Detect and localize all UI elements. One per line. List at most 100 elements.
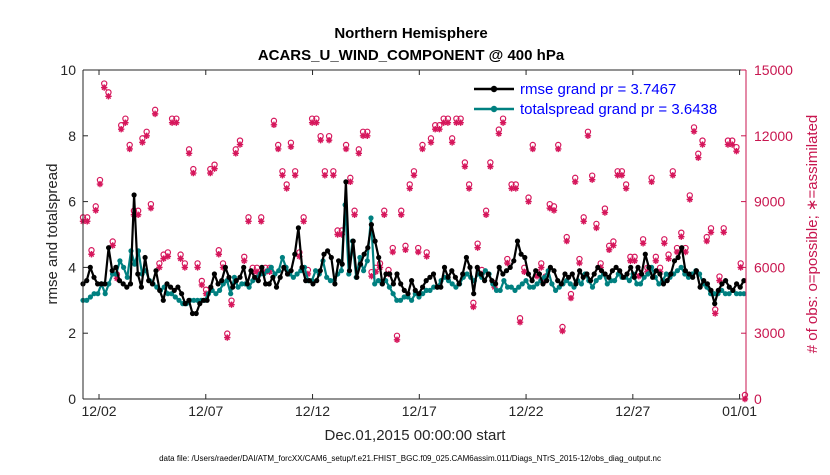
spread-point (409, 297, 415, 303)
spread-point (427, 287, 433, 293)
rmse-point (383, 271, 389, 277)
y-left-tick-label: 10 (60, 62, 76, 78)
rmse-point (518, 251, 524, 257)
y-left-tick-label: 8 (68, 128, 76, 144)
obs-assimilated-marker (321, 172, 329, 179)
rmse-point (609, 268, 616, 274)
spread-point (313, 268, 319, 274)
rmse-point (270, 274, 276, 280)
rmse-point (737, 284, 743, 290)
rmse-point (248, 268, 254, 274)
rmse-point (697, 284, 703, 290)
rmse-point (332, 281, 338, 287)
obs-assimilated-marker (610, 242, 617, 249)
rmse-point (398, 281, 404, 287)
plot-area (83, 70, 746, 399)
rmse-point (124, 284, 130, 290)
obs-assimilated-marker (559, 327, 566, 335)
spread-point (327, 278, 333, 284)
spread-point (279, 254, 285, 261)
obs-assimilated-marker (325, 136, 333, 144)
rmse-point (394, 271, 400, 277)
spread-point (678, 264, 684, 270)
spread-point (567, 281, 573, 287)
obs-assimilated-marker (368, 272, 375, 280)
obs-assimilated-marker (156, 264, 163, 271)
spread-point (508, 284, 514, 290)
obs-assimilated-marker (678, 233, 685, 240)
spread-point (423, 287, 429, 293)
obs-assimilated-marker (215, 251, 222, 258)
rmse-point (493, 281, 499, 287)
obs-assimilated-marker (134, 211, 142, 218)
rmse-point (281, 264, 287, 270)
rmse-point (179, 291, 185, 297)
spread-point (268, 264, 274, 270)
obs-assimilated-marker (274, 145, 282, 153)
rmse-point (456, 281, 462, 287)
rmse-point (587, 278, 594, 284)
rmse-point (288, 268, 294, 274)
rmse-point (511, 258, 517, 264)
spread-point (722, 291, 729, 297)
obs-assimilated-marker (572, 178, 579, 186)
spread-point (368, 215, 374, 221)
rmse-point (653, 268, 659, 274)
rmse-point (314, 278, 320, 284)
spread-point (420, 291, 426, 297)
rmse-point (471, 291, 477, 297)
rmse-point (730, 287, 736, 293)
rmse-point (675, 254, 681, 261)
x-axis-label: Dec.01,2015 00:00:00 start (325, 427, 507, 444)
rmse-point (211, 271, 217, 277)
obs-assimilated-marker (164, 253, 172, 260)
obs-assimilated-marker (482, 211, 490, 218)
rmse-point (153, 268, 159, 274)
obs-assimilated-marker (419, 145, 426, 153)
rmse-point (657, 271, 663, 277)
legend-rmse-marker (490, 85, 498, 93)
obs-assimilated-marker (440, 119, 447, 126)
rmse-point (346, 268, 353, 274)
rmse-point (682, 268, 689, 274)
obs-assimilated-marker (291, 172, 299, 179)
spread-series-layer (80, 202, 747, 307)
rmse-point (102, 281, 108, 287)
x-tick-label: 12/27 (615, 403, 650, 419)
spread-point (84, 297, 90, 303)
obs-assimilated-marker (228, 301, 235, 308)
obs-assimilated-marker (470, 303, 477, 311)
rmse-point (336, 258, 342, 264)
obs-assimilated-marker (177, 255, 184, 262)
rmse-point (620, 274, 627, 280)
spread-point (117, 258, 123, 264)
rmse-point (500, 271, 506, 277)
obs-assimilated-marker (567, 294, 575, 302)
obs-assimilated-marker (308, 119, 316, 126)
spread-point (397, 297, 404, 303)
rmse-point (98, 281, 104, 287)
obs-assimilated-marker (101, 84, 108, 91)
obs-assimilated-marker (588, 176, 596, 183)
rmse-point (343, 179, 349, 185)
spread-point (523, 278, 529, 284)
spread-point (527, 284, 533, 290)
spread-point (449, 281, 455, 287)
obs-assimilated-marker (504, 259, 511, 267)
rmse-point (598, 268, 605, 274)
obs-assimilated-marker (393, 336, 401, 343)
spread-point (674, 268, 681, 274)
obs-assimilated-marker (253, 268, 261, 275)
y-left-tick-label: 4 (68, 259, 76, 275)
rmse-point (91, 274, 97, 280)
rmse-point (617, 268, 623, 274)
rmse-point (252, 274, 258, 280)
rmse-point (420, 284, 426, 290)
rmse-point (168, 284, 174, 290)
rmse-point (409, 278, 415, 284)
obs-assimilated-marker (648, 178, 655, 186)
chart-subtitle: ACARS_U_WIND_COMPONENT @ 400 hPa (258, 47, 565, 64)
rmse-point (95, 281, 101, 287)
spread-point (626, 278, 633, 284)
legend-rmse-label: rmse grand pr = 3.7467 (520, 81, 676, 98)
